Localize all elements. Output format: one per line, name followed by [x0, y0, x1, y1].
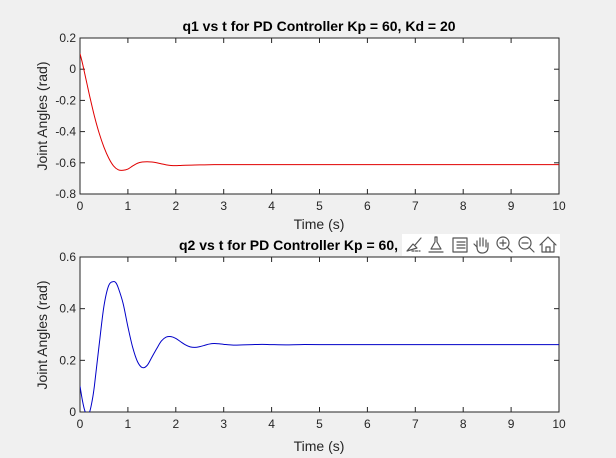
x-tick-label: 6 — [364, 417, 371, 431]
tick-group: 0 1 2 3 4 5 6 7 8 9 10 -0.8 -0.6 -0.4 -0.2 0 0.2 — [55, 31, 566, 213]
x-tick-label: 7 — [412, 199, 419, 213]
x-axis-label: Time (s) — [294, 438, 345, 454]
y-tick-label: -0.8 — [55, 187, 76, 201]
x-tick-label: 1 — [125, 199, 132, 213]
x-tick-label: 0 — [77, 417, 84, 431]
x-tick-label: 0 — [77, 199, 84, 213]
x-tick-label: 1 — [125, 417, 132, 431]
y-tick-label: 0 — [69, 62, 76, 76]
x-tick-label: 10 — [552, 417, 566, 431]
y-tick-label: -0.6 — [55, 156, 76, 170]
x-tick-label: 3 — [220, 199, 227, 213]
tick-group: 0 1 2 3 4 5 6 7 8 9 10 0 0.2 0.4 0.6 — [59, 250, 566, 431]
x-tick-label: 9 — [508, 417, 515, 431]
zoom-out-icon[interactable] — [518, 236, 535, 253]
home-icon[interactable] — [539, 236, 557, 253]
x-tick-label: 4 — [268, 417, 275, 431]
series-line-q2 — [80, 280, 559, 412]
y-tick-label: 0.6 — [59, 250, 76, 264]
axes-toolbar — [402, 234, 560, 256]
x-tick-label: 2 — [172, 417, 179, 431]
x-tick-label: 5 — [316, 417, 323, 431]
x-tick-label: 2 — [172, 199, 179, 213]
subplot-q1[interactable]: q1 vs t for PD Controller Kp = 60, Kd = … — [34, 18, 566, 232]
y-axis-label: Joint Angles (rad) — [34, 62, 50, 171]
x-tick-label: 9 — [508, 199, 515, 213]
series-group — [80, 280, 559, 412]
x-tick-label: 10 — [552, 199, 566, 213]
y-tick-label: 0.2 — [59, 353, 76, 367]
y-axis-label: Joint Angles (rad) — [34, 281, 50, 390]
legend-icon[interactable] — [452, 237, 468, 253]
axes-background — [79, 256, 560, 413]
y-tick-label: 0 — [69, 405, 76, 419]
series-group — [80, 53, 559, 171]
axes-background — [79, 37, 560, 195]
x-tick-label: 8 — [460, 417, 467, 431]
x-tick-label: 7 — [412, 417, 419, 431]
chart-title: q2 vs t for PD Controller Kp = 60, — [179, 237, 398, 253]
x-tick-label: 3 — [220, 417, 227, 431]
x-tick-label: 6 — [364, 199, 371, 213]
y-tick-label: 0.2 — [59, 31, 76, 45]
chart-title: q1 vs t for PD Controller Kp = 60, Kd = … — [182, 18, 455, 34]
pan-icon[interactable] — [473, 237, 489, 254]
y-tick-label: 0.4 — [59, 302, 76, 316]
x-tick-label: 4 — [268, 199, 275, 213]
x-axis-label: Time (s) — [294, 216, 345, 232]
x-tick-label: 5 — [316, 199, 323, 213]
y-tick-label: -0.4 — [55, 125, 76, 139]
zoom-in-icon[interactable] — [496, 236, 513, 253]
x-tick-label: 8 — [460, 199, 467, 213]
brush-icon[interactable] — [406, 237, 422, 252]
series-line-q1 — [80, 53, 559, 171]
y-tick-label: -0.2 — [55, 93, 76, 107]
data-tip-icon[interactable] — [428, 236, 444, 253]
subplot-q2[interactable]: q2 vs t for PD Controller Kp = 60, Time … — [34, 237, 566, 454]
